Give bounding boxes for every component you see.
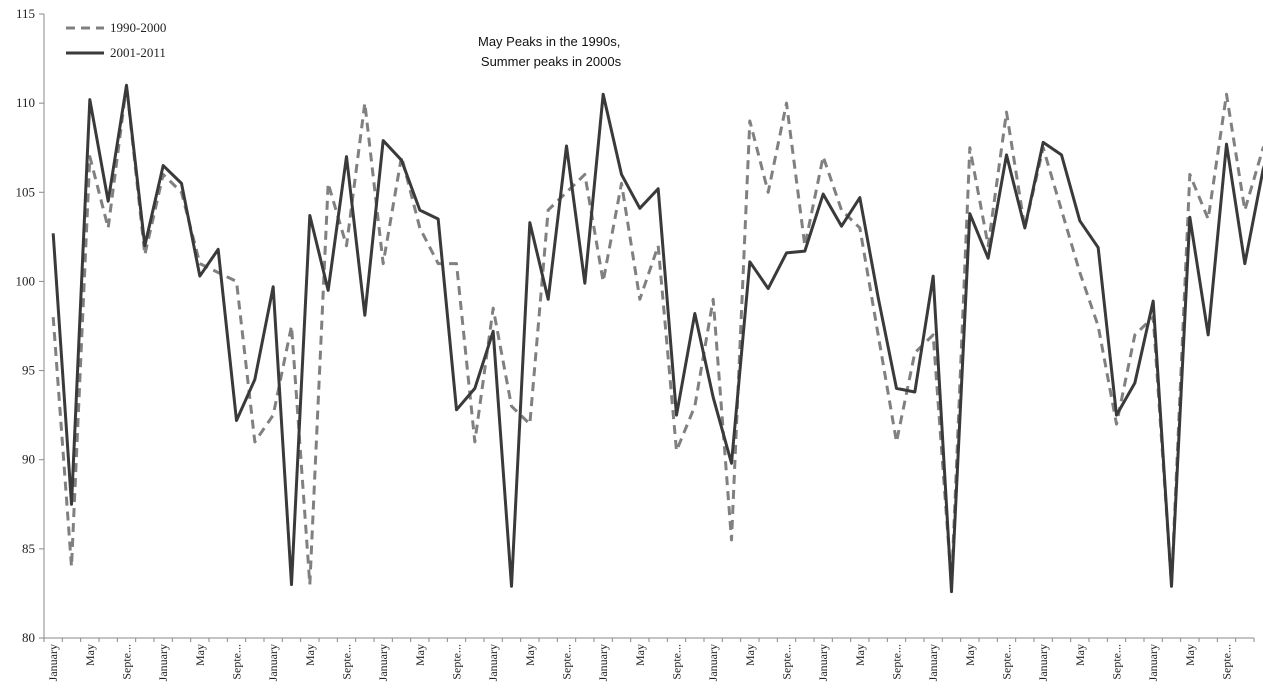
x-tick-label: January <box>46 644 60 681</box>
x-tick-label: January <box>1146 644 1160 681</box>
x-tick-label: May <box>853 644 867 666</box>
x-tick-label: May <box>523 644 537 666</box>
x-axis: January May Septe... January May Septe... Janu… <box>43 637 1255 681</box>
x-tick-label: May <box>83 644 97 666</box>
x-tick-label: January <box>266 644 280 681</box>
x-tick-label: Septe... <box>890 644 904 680</box>
x-tick-label: May <box>1183 644 1197 666</box>
x-tick-label: January <box>706 644 720 681</box>
x-tick-label: January <box>816 644 830 681</box>
x-tick-label: May <box>963 644 977 666</box>
annotation-line-2: Summer peaks in 2000s <box>481 54 622 69</box>
y-tick-label: 95 <box>22 363 35 378</box>
x-tick-label: January <box>596 644 610 681</box>
y-tick-label: 105 <box>16 184 36 199</box>
x-tick-label: Septe... <box>230 644 244 680</box>
chart-annotation: May Peaks in the 1990s, Summer peaks in … <box>478 34 624 69</box>
x-tick-label: Septe... <box>1220 644 1234 680</box>
y-tick-label: 110 <box>16 95 35 110</box>
series-layer <box>51 83 1263 594</box>
x-tick-label: Septe... <box>1110 644 1124 680</box>
legend-label-1: 1990-2000 <box>110 20 166 35</box>
y-axis: 80 85 90 95 100 105 110 115 <box>16 6 45 645</box>
x-tick-label: January <box>486 644 500 681</box>
x-tick-label: January <box>156 644 170 681</box>
series-line-2 <box>51 83 1263 594</box>
x-tick-label: May <box>1073 644 1087 666</box>
annotation-line-1: May Peaks in the 1990s, <box>478 34 620 49</box>
y-tick-label: 85 <box>22 541 35 556</box>
y-tick-label: 80 <box>22 630 35 645</box>
y-tick-label: 90 <box>22 452 35 467</box>
x-tick-label: Septe... <box>340 644 354 680</box>
series-line-1 <box>51 83 1263 587</box>
x-tick-label: Septe... <box>1000 644 1014 680</box>
y-tick-label: 100 <box>16 273 36 288</box>
x-tick-label: Septe... <box>120 644 134 680</box>
y-tick-label: 115 <box>16 6 35 21</box>
x-tick-label: May <box>303 644 317 666</box>
x-tick-label: Septe... <box>670 644 684 680</box>
x-tick-label: January <box>1036 644 1050 681</box>
x-tick-label: Septe... <box>450 644 464 680</box>
x-tick-label: May <box>193 644 207 666</box>
legend: 1990-2000 2001-2011 <box>66 20 166 60</box>
x-tick-label: Septe... <box>780 644 794 680</box>
x-tick-label: January <box>376 644 390 681</box>
x-tick-label: May <box>743 644 757 666</box>
x-tick-label: Septe... <box>560 644 574 680</box>
x-tick-label: May <box>633 644 647 666</box>
x-tick-label: January <box>926 644 940 681</box>
x-tick-label: May <box>413 644 427 666</box>
legend-label-2: 2001-2011 <box>110 45 166 60</box>
